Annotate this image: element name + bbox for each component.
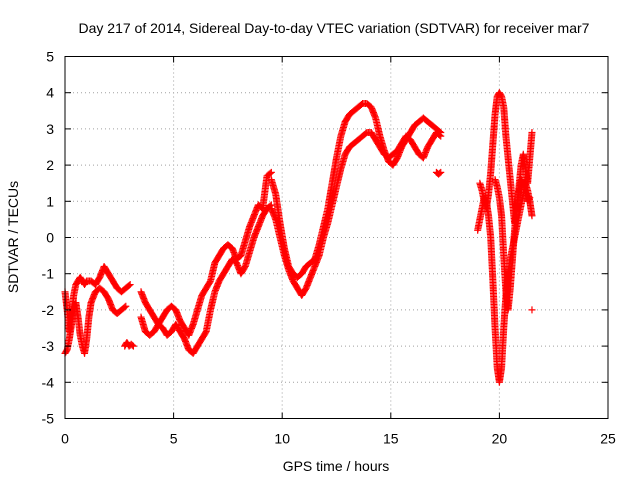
series-track-1 xyxy=(61,262,134,336)
data-point xyxy=(436,131,444,139)
series-track-6 xyxy=(267,100,445,281)
plot-frame xyxy=(64,56,609,419)
data-point xyxy=(437,132,445,140)
x-tick-label: 5 xyxy=(170,431,178,447)
data-points xyxy=(61,89,536,386)
x-tick-label: 25 xyxy=(600,431,616,447)
data-point xyxy=(125,281,133,289)
y-tick-label: 4 xyxy=(46,85,54,101)
y-axis-label: SDTVAR / TECUs xyxy=(5,181,21,293)
y-tick-label: -4 xyxy=(42,374,55,390)
data-point xyxy=(525,195,533,203)
data-point xyxy=(267,168,275,176)
series-track-8 xyxy=(432,168,445,178)
data-point xyxy=(129,342,137,350)
y-tick-label: 1 xyxy=(46,193,54,209)
data-point xyxy=(266,169,274,177)
y-tick-label: 3 xyxy=(46,121,54,137)
x-tick-label: 10 xyxy=(274,431,290,447)
series-track-12 xyxy=(528,306,536,314)
x-tick-label: 0 xyxy=(61,431,69,447)
data-point xyxy=(526,194,534,202)
chart-title: Day 217 of 2014, Sidereal Day-to-day VTE… xyxy=(79,20,590,36)
series-track-2 xyxy=(61,284,130,357)
series-track-5 xyxy=(137,201,275,357)
grid xyxy=(65,56,608,419)
data-point xyxy=(437,168,445,176)
y-tick-label: -3 xyxy=(42,338,55,354)
data-point xyxy=(528,306,536,314)
y-tick-label: -2 xyxy=(42,302,55,318)
y-tick-label: -5 xyxy=(42,411,55,427)
data-point xyxy=(121,303,129,311)
y-tick-label: 5 xyxy=(46,49,54,65)
x-axis-label: GPS time / hours xyxy=(283,458,390,474)
series-track-3 xyxy=(121,338,137,350)
axis-ticks: 0 5 10 15 20 25 -5 -4 -3 -2 -1 0 1 2 3 4 5 xyxy=(42,49,616,447)
y-tick-label: 0 xyxy=(46,230,54,246)
data-point xyxy=(436,169,444,177)
x-tick-label: 15 xyxy=(383,431,399,447)
y-tick-label: 2 xyxy=(46,157,54,173)
data-point xyxy=(528,129,536,137)
series-track-7 xyxy=(267,129,445,299)
data-point xyxy=(126,281,134,289)
y-tick-label: -1 xyxy=(42,266,55,282)
series-track-11 xyxy=(491,176,534,314)
data-point xyxy=(122,302,130,310)
data-point xyxy=(128,341,136,349)
series-track-4 xyxy=(137,168,275,339)
series-track-10 xyxy=(476,89,536,227)
x-tick-label: 20 xyxy=(492,431,508,447)
data-point xyxy=(528,212,536,220)
